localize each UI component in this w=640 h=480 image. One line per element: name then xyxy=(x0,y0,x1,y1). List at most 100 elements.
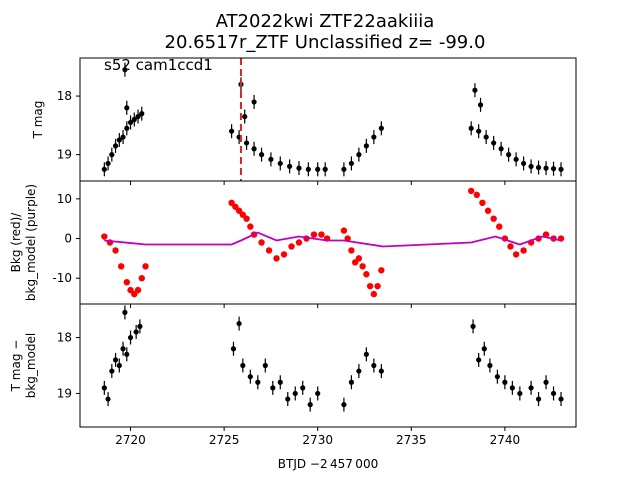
data-point xyxy=(138,275,145,282)
data-point xyxy=(285,396,291,402)
data-point xyxy=(135,113,141,120)
data-point xyxy=(340,227,348,234)
data-point xyxy=(127,119,134,126)
chart-title-line2: 20.6517r_ZTF Unclassified z= -99.0 xyxy=(165,32,486,53)
panel-1: 18 19 T mag xyxy=(31,57,577,185)
data-point xyxy=(371,134,377,140)
data-point xyxy=(117,263,125,270)
data-point xyxy=(378,368,384,374)
data-point xyxy=(356,152,362,158)
data-point xyxy=(109,152,115,158)
data-point xyxy=(277,160,283,167)
data-point xyxy=(507,243,514,250)
data-point xyxy=(341,166,347,172)
data-point xyxy=(318,231,325,238)
data-point xyxy=(520,160,527,167)
data-point xyxy=(476,357,482,363)
data-point xyxy=(494,374,500,380)
data-point xyxy=(366,282,374,290)
data-point xyxy=(491,140,497,146)
data-point xyxy=(315,390,321,397)
y-tick-label: 19 xyxy=(57,386,72,400)
data-point xyxy=(142,263,149,270)
data-point xyxy=(477,102,484,108)
data-point xyxy=(270,385,276,391)
data-point xyxy=(496,223,503,230)
data-point xyxy=(242,113,248,120)
data-point xyxy=(363,351,369,357)
data-point xyxy=(483,134,489,140)
panels: 18 19 T mag 10 0 -10 Bkg (red)/bkg_model (purp… xyxy=(9,57,577,447)
data-point xyxy=(247,223,254,230)
x-axis-label: BTJD −2 457 000 xyxy=(278,457,378,471)
data-point xyxy=(273,255,280,262)
data-point xyxy=(356,368,362,374)
data-point xyxy=(484,207,492,214)
data-point xyxy=(265,247,273,254)
data-point xyxy=(509,385,515,391)
data-point xyxy=(300,385,306,391)
data-point xyxy=(258,152,265,158)
data-point xyxy=(528,163,534,169)
data-point xyxy=(558,166,564,172)
data-point xyxy=(105,160,111,167)
data-point xyxy=(535,164,542,171)
y-axis-label: T mag xyxy=(31,101,45,140)
data-point xyxy=(528,385,534,391)
data-point xyxy=(109,368,115,374)
data-point xyxy=(112,357,119,363)
data-point xyxy=(262,362,268,369)
data-point xyxy=(139,111,145,117)
data-point xyxy=(101,166,107,172)
data-point xyxy=(322,166,328,172)
x-tick-label: 2725 xyxy=(209,433,240,447)
data-point xyxy=(112,143,119,149)
sector-camera-annotation: s52 cam1ccd1 xyxy=(104,56,213,74)
data-point xyxy=(251,146,257,152)
x-tick-label: 2730 xyxy=(302,433,333,447)
data-point xyxy=(229,128,235,134)
data-point xyxy=(243,140,250,146)
data-point xyxy=(481,346,487,352)
data-point xyxy=(296,165,302,171)
data-point xyxy=(348,247,355,254)
data-point xyxy=(502,379,508,385)
data-point xyxy=(543,165,549,171)
data-point xyxy=(363,143,369,149)
data-point xyxy=(359,263,366,270)
data-point xyxy=(520,247,527,254)
panel-frame xyxy=(79,57,577,182)
data-point xyxy=(116,362,122,369)
data-point xyxy=(122,67,128,73)
data-point xyxy=(370,290,378,298)
data-point xyxy=(315,166,321,172)
data-point xyxy=(473,191,480,199)
bkg-model-line xyxy=(104,231,562,248)
data-point xyxy=(543,379,549,385)
data-point xyxy=(355,255,363,262)
data-point xyxy=(378,267,385,274)
data-point xyxy=(305,166,311,172)
y-tick-label: 0 xyxy=(64,232,72,246)
data-point xyxy=(558,396,564,402)
data-point xyxy=(307,402,313,408)
data-point xyxy=(470,323,476,329)
data-point xyxy=(127,334,134,341)
data-point xyxy=(348,379,354,385)
data-point xyxy=(133,329,139,335)
data-point xyxy=(535,396,542,402)
data-point xyxy=(101,233,108,240)
data-point xyxy=(371,362,377,369)
x-tick-label: 2735 xyxy=(396,433,427,447)
data-point xyxy=(280,251,288,258)
data-point xyxy=(468,125,474,131)
data-point xyxy=(131,116,137,123)
y-tick-label: 18 xyxy=(57,331,72,345)
data-point xyxy=(512,251,520,258)
data-point xyxy=(268,156,274,162)
data-point xyxy=(472,87,478,93)
data-point xyxy=(120,134,126,140)
data-point xyxy=(137,323,143,329)
data-point xyxy=(487,362,493,369)
data-point xyxy=(295,239,303,246)
